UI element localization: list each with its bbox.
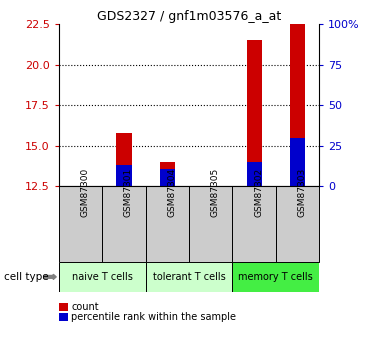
Bar bbox=[146, 186, 189, 262]
Bar bbox=[247, 40, 262, 186]
Bar bbox=[233, 262, 319, 292]
Text: GSM87301: GSM87301 bbox=[124, 168, 133, 217]
Bar bbox=[59, 186, 102, 262]
Bar bbox=[59, 262, 146, 292]
Bar bbox=[160, 162, 175, 186]
Bar bbox=[116, 165, 131, 186]
Text: tolerant T cells: tolerant T cells bbox=[153, 272, 225, 282]
Bar bbox=[233, 186, 276, 262]
Bar bbox=[247, 162, 262, 186]
Bar bbox=[160, 169, 175, 186]
Text: GSM87302: GSM87302 bbox=[254, 168, 263, 217]
Bar bbox=[102, 186, 146, 262]
Text: memory T cells: memory T cells bbox=[238, 272, 313, 282]
Text: GSM87300: GSM87300 bbox=[81, 168, 90, 217]
Text: GSM87304: GSM87304 bbox=[167, 168, 176, 217]
Bar bbox=[290, 138, 305, 186]
Text: percentile rank within the sample: percentile rank within the sample bbox=[71, 312, 236, 322]
Title: GDS2327 / gnf1m03576_a_at: GDS2327 / gnf1m03576_a_at bbox=[97, 10, 281, 23]
Bar bbox=[146, 262, 233, 292]
Text: GSM87305: GSM87305 bbox=[211, 168, 220, 217]
Bar bbox=[116, 133, 131, 186]
Text: naive T cells: naive T cells bbox=[72, 272, 133, 282]
Bar bbox=[290, 24, 305, 186]
Text: cell type: cell type bbox=[4, 272, 48, 282]
Bar bbox=[189, 186, 233, 262]
Text: GSM87303: GSM87303 bbox=[298, 168, 307, 217]
Bar bbox=[276, 186, 319, 262]
Text: count: count bbox=[71, 302, 99, 312]
